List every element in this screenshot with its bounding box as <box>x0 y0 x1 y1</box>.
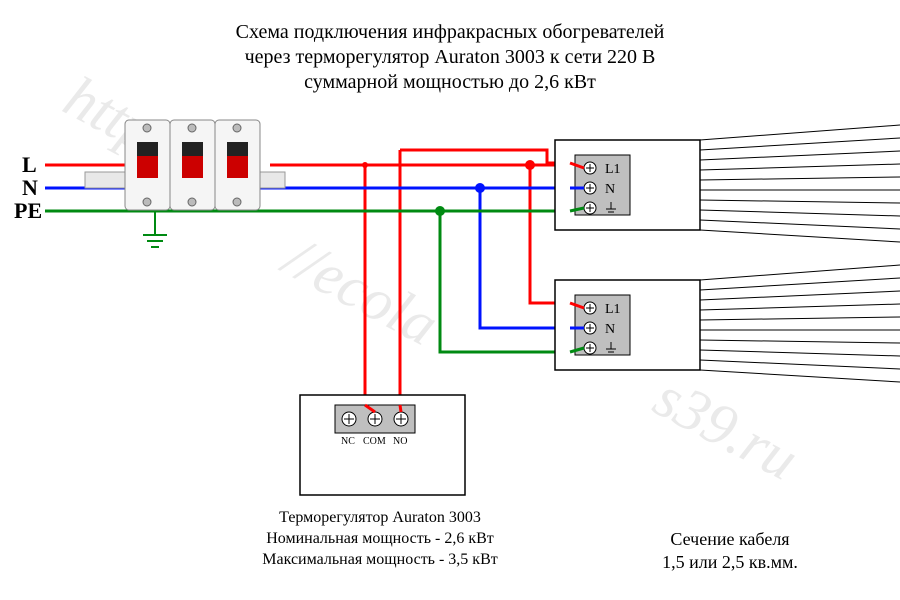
svg-text:NO: NO <box>393 436 407 447</box>
svg-text:L1: L1 <box>605 162 621 177</box>
thermo-max: Максимальная мощность - 3,5 кВт <box>262 551 498 568</box>
svg-text:L1: L1 <box>605 302 621 317</box>
cable-line2: 1,5 или 2,5 кв.мм. <box>662 552 798 572</box>
svg-text:N: N <box>605 182 615 197</box>
thermo-name: Терморегулятор Auraton 3003 <box>279 509 481 526</box>
thermo-nominal: Номинальная мощность - 2,6 кВт <box>266 530 494 547</box>
svg-text:s39.ru: s39.ru <box>644 363 809 492</box>
svg-text://ecola: //ecola <box>271 222 449 358</box>
svg-text:NC: NC <box>341 436 355 447</box>
cable-line1: Сечение кабеля <box>670 529 789 549</box>
cable-section-caption: Сечение кабеля 1,5 или 2,5 кв.мм. <box>600 528 860 575</box>
heater-2-icon: L1 N <box>555 265 900 382</box>
thermostat-caption: Терморегулятор Auraton 3003 Номинальная … <box>220 508 540 570</box>
thermostat-icon: NC COM NO <box>300 395 465 495</box>
heater-1-icon: L1 N <box>555 125 900 242</box>
svg-text:COM: COM <box>363 436 386 447</box>
svg-text:N: N <box>605 322 615 337</box>
